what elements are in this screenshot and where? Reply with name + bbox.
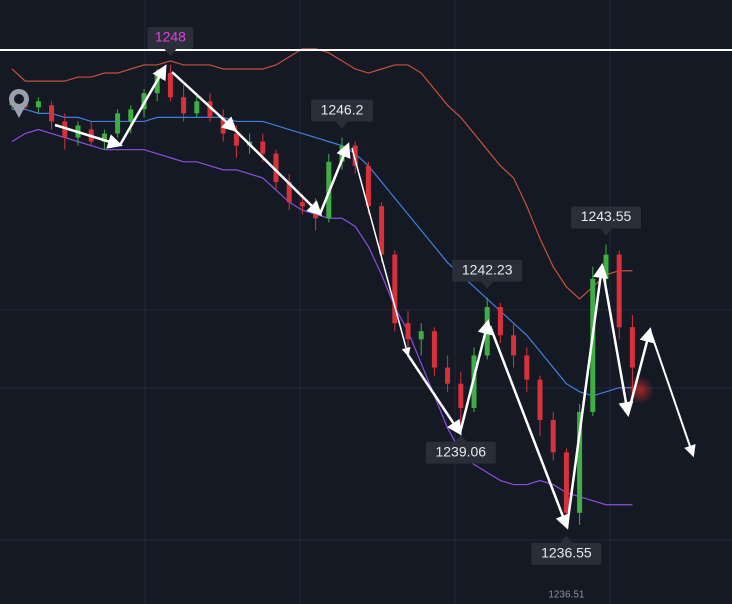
price-annotation: 1236.55 [531,535,602,565]
candle-body [418,331,424,340]
candle-body [260,141,266,154]
annotation-box [425,441,496,464]
candle-body [458,383,464,408]
annotation-pointer [560,535,573,543]
candle-body [629,327,635,368]
candle-body [35,101,41,108]
annotation-box [147,26,194,49]
candle-body [154,73,160,94]
price-annotation: 1242.23 [452,259,523,289]
candle-body [273,153,279,182]
candle-body [286,181,292,203]
bottom-price-label: 1236.51 [548,590,585,601]
candle-body [550,420,556,453]
candle-body [194,101,200,114]
annotation-pointer [481,281,494,289]
annotation-pointer [454,434,467,442]
candle-body [524,355,530,380]
price-annotation: 1239.06 [425,434,496,464]
candle-body [379,206,385,255]
candle-body [128,109,134,122]
trend-arrows [54,64,696,530]
candle-body [405,323,411,340]
candle-body [115,113,121,134]
candle-body [616,254,622,328]
annotation-box [571,206,641,229]
candle-body [497,307,503,336]
candle-body [49,105,55,122]
annotation-label: 1243.55 [581,208,632,224]
price-annotation: 1243.55 [571,206,641,236]
annotation-pointer [600,228,612,236]
candle-body [352,145,358,166]
annotation-box [531,542,602,565]
candle-body [563,452,569,513]
price-annotation: 1246.2 [311,99,373,129]
annotation-box [311,99,373,122]
annotation-label: 1246.2 [321,101,364,117]
price-glow [626,376,654,404]
candle-body [392,254,398,324]
candle-body [511,335,517,356]
annotation-label: 1248 [155,29,186,45]
candle-body [577,411,583,513]
candle-body [590,278,596,412]
candle-body [299,202,305,207]
candle-body [207,101,213,118]
annotation-label: 1242.23 [462,261,513,277]
candle-body [445,367,451,384]
candle-body [167,73,173,98]
price-annotation: 1248 [147,26,194,56]
annotation-label: 1239.06 [435,443,486,459]
location-pin [9,89,29,118]
candle-body [537,379,543,421]
annotation-pointer [164,48,177,56]
candle-body [431,331,437,368]
annotation-pointer [336,121,348,129]
candle-body [101,133,107,142]
candle-body [62,121,68,138]
candle-body [365,165,371,207]
annotation-box [452,259,523,282]
band-line [11,128,633,506]
candle-body [181,97,187,114]
candle-body [233,133,239,146]
annotation-label: 1236.55 [541,545,592,561]
